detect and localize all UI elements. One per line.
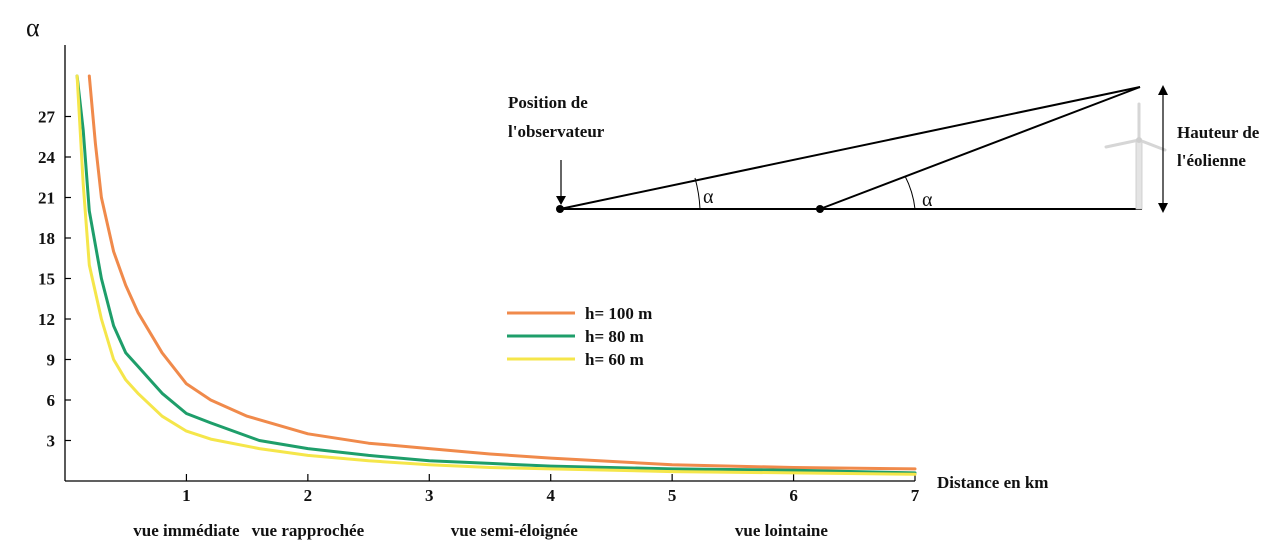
- x-tick-label: 5: [668, 486, 677, 505]
- height-label-line2: l'éolienne: [1177, 151, 1246, 170]
- sight-line-near: [819, 86, 1141, 210]
- y-tick-label: 21: [38, 189, 55, 208]
- wind-turbine-icon: [1104, 102, 1167, 210]
- zone-label: vue lointaine: [735, 521, 828, 540]
- y-ticks: 3 6 9 12 15 18 21 24 27: [38, 108, 71, 451]
- x-tick-label: 1: [182, 486, 191, 505]
- x-tick-label: 4: [546, 486, 555, 505]
- x-tick-label: 3: [425, 486, 434, 505]
- x-tick-label: 6: [789, 486, 798, 505]
- y-tick-label: 12: [38, 310, 55, 329]
- observer-point-near: [816, 205, 824, 213]
- y-tick-label: 27: [38, 108, 56, 127]
- series-line-3: [75, 74, 917, 476]
- y-axis-title: α: [26, 13, 40, 42]
- x-tick-label: 7: [911, 486, 920, 505]
- y-tick-label: 6: [47, 391, 56, 410]
- y-tick-label: 15: [38, 270, 55, 289]
- legend-label-2: h= 80 m: [585, 327, 644, 346]
- angle-symbol-far: α: [703, 186, 714, 208]
- angle-arc-near: [904, 175, 916, 210]
- height-arrow-top: [1158, 85, 1168, 95]
- sight-line-far: [559, 86, 1141, 210]
- legend: h= 100 m h= 80 m h= 60 m: [507, 304, 652, 369]
- y-tick-label: 24: [38, 148, 56, 167]
- y-tick-label: 18: [38, 229, 55, 248]
- series-line-2: [75, 74, 917, 475]
- observer-label-line1: Position de: [508, 93, 588, 112]
- angle-arc-far: [694, 177, 701, 210]
- zone-label: vue rapprochée: [252, 521, 365, 540]
- legend-label-1: h= 100 m: [585, 304, 652, 323]
- series-line-1: [87, 74, 917, 471]
- y-tick-label: 9: [47, 351, 56, 370]
- legend-label-3: h= 60 m: [585, 350, 644, 369]
- zone-label: vue semi-éloignée: [451, 521, 578, 540]
- angle-symbol-near: α: [922, 189, 933, 211]
- angle-diagram: Position de l'observateur α α Hauteur de…: [508, 85, 1260, 213]
- height-label-line1: Hauteur de: [1177, 123, 1260, 142]
- observer-point-far: [556, 205, 564, 213]
- series-lines: [75, 74, 917, 476]
- x-axis-title: Distance en km: [937, 473, 1048, 492]
- y-tick-label: 3: [47, 432, 56, 451]
- observer-label-line2: l'observateur: [508, 122, 605, 141]
- height-arrow-bottom: [1158, 203, 1168, 213]
- x-tick-label: 2: [304, 486, 313, 505]
- zone-label: vue immédiate: [133, 521, 240, 540]
- x-ticks: 1 2 3 4 5 6 7: [182, 474, 920, 505]
- observer-arrow-head: [556, 196, 566, 205]
- zone-labels: vue immédiate vue rapprochée vue semi-éloi…: [133, 521, 828, 540]
